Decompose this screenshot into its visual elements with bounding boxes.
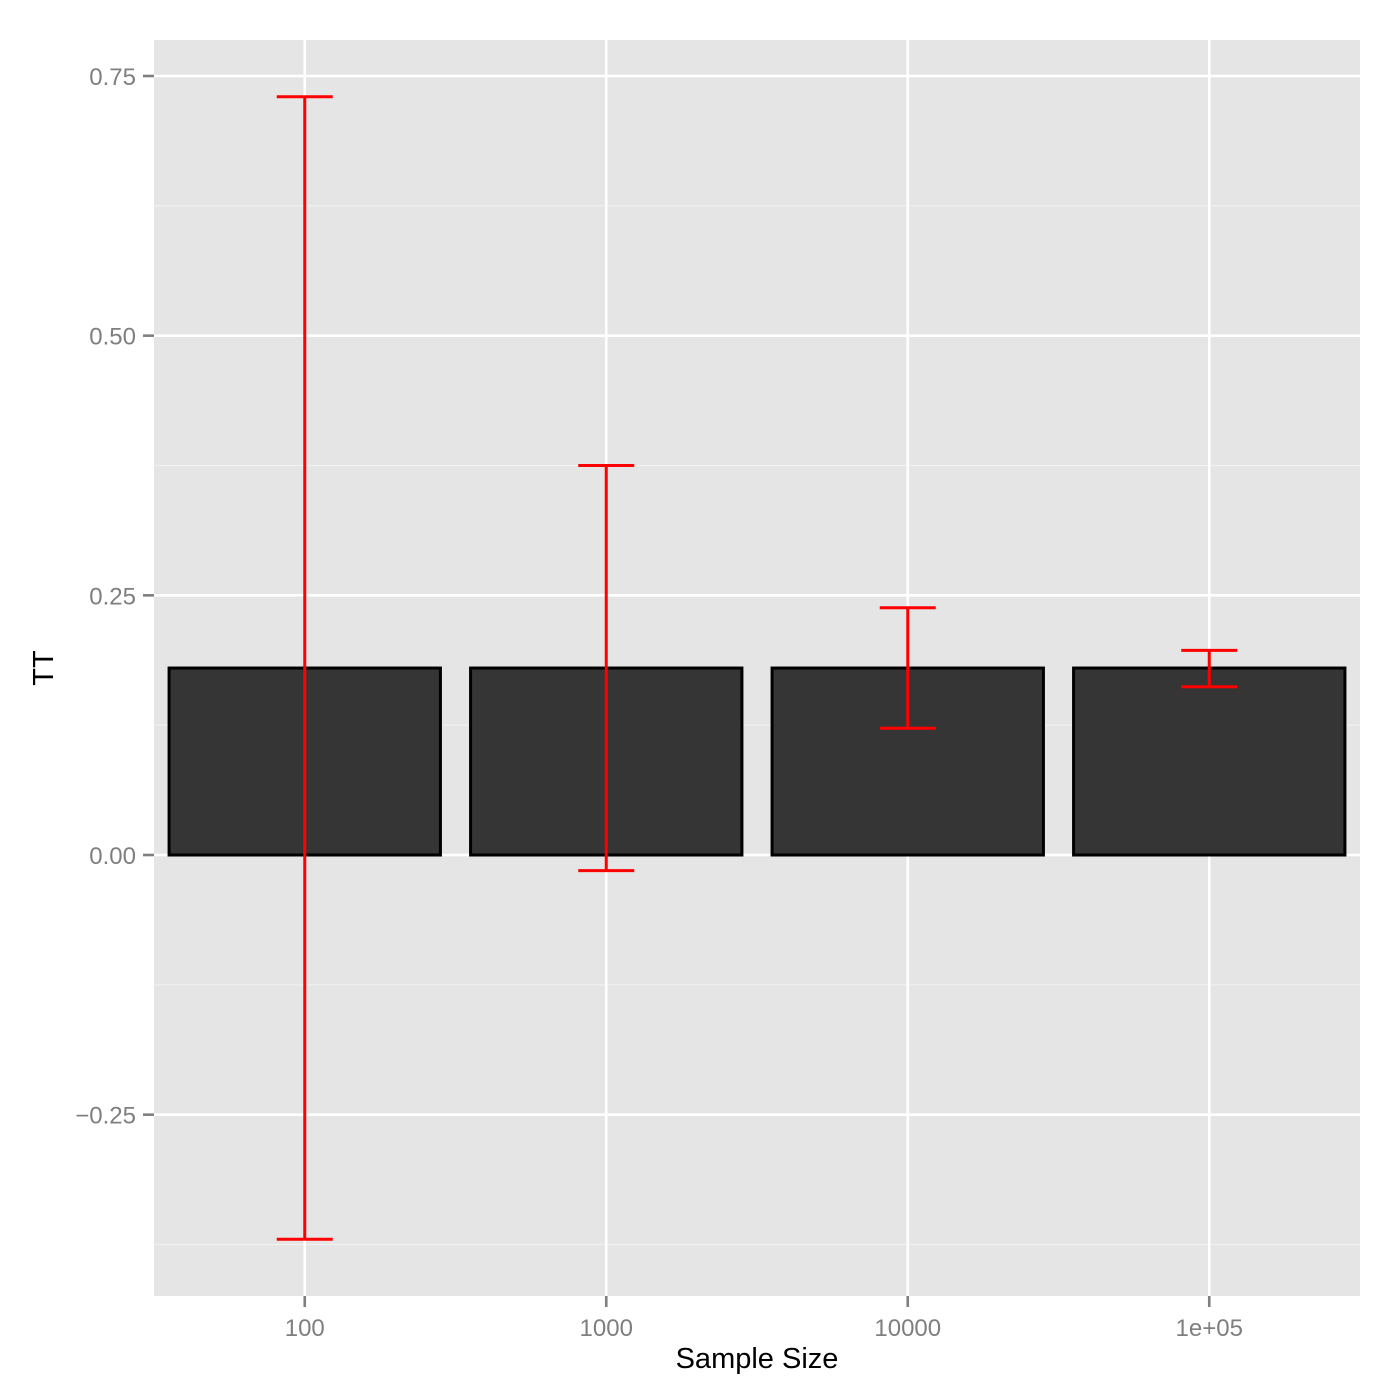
x-tick-label: 10000 xyxy=(874,1315,941,1342)
y-axis-title: TT xyxy=(28,650,60,686)
y-tick-label: 0.00 xyxy=(89,843,136,870)
x-tick-label: 1e+05 xyxy=(1176,1315,1243,1342)
error-bar-1e+05 xyxy=(1181,648,1238,689)
x-axis-title: Sample Size xyxy=(676,1343,839,1375)
error-bar-100 xyxy=(276,95,333,1241)
x-tick-label: 1000 xyxy=(580,1315,633,1342)
error-bar-10000 xyxy=(879,606,936,730)
y-tick-label: 0.75 xyxy=(89,64,136,91)
y-tick-label: −0.25 xyxy=(75,1103,136,1130)
y-axis: −0.25 0.00 0.25 0.50 0.75 xyxy=(75,64,154,1130)
y-tick-label: 0.50 xyxy=(89,324,136,351)
error-bars xyxy=(276,95,1238,1241)
x-tick-label: 100 xyxy=(285,1315,325,1342)
error-bar-1000 xyxy=(578,464,635,873)
bar-1e+05 xyxy=(1072,666,1347,857)
x-axis: 100 1000 10000 1e+05 xyxy=(285,1296,1243,1342)
y-tick-label: 0.25 xyxy=(89,583,136,610)
